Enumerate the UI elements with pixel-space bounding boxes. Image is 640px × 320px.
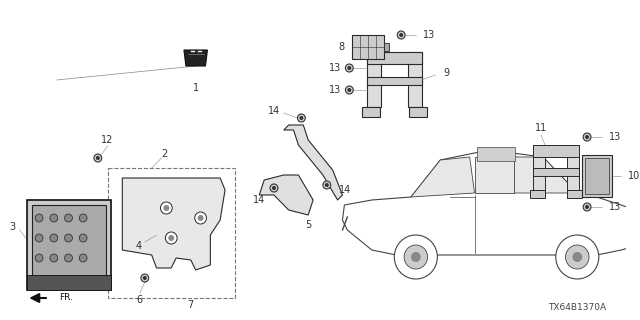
Text: 2: 2 [161,149,168,159]
Bar [28,200,111,290]
Circle shape [168,235,174,241]
Text: 3: 3 [10,222,15,232]
Bar [409,107,427,117]
Text: 13: 13 [329,85,342,95]
Bar [533,168,579,176]
Ellipse shape [556,235,599,279]
Circle shape [163,205,169,211]
Text: 14: 14 [253,195,266,205]
Text: 1: 1 [193,83,199,93]
Circle shape [143,276,147,280]
Bar [28,275,111,290]
Polygon shape [184,50,207,66]
Text: 14: 14 [268,106,280,116]
Text: 9: 9 [444,68,449,78]
Circle shape [272,186,276,190]
Text: 8: 8 [339,42,344,52]
Circle shape [50,254,58,262]
Text: 13: 13 [609,202,621,212]
Circle shape [96,156,100,160]
Circle shape [195,212,207,224]
Circle shape [65,254,72,262]
Circle shape [583,133,591,141]
Circle shape [323,181,331,189]
Text: 11: 11 [535,123,547,133]
Circle shape [572,252,582,262]
Circle shape [397,31,405,39]
Text: 7: 7 [188,300,194,310]
Bar [367,52,381,107]
Circle shape [270,184,278,192]
Circle shape [79,234,87,242]
Circle shape [161,202,172,214]
Polygon shape [259,175,313,215]
Bar [477,147,515,161]
Circle shape [300,116,303,120]
Text: FR.: FR. [59,293,72,302]
Bar [582,155,612,197]
Bar [367,52,422,64]
Circle shape [79,214,87,222]
Bar [408,52,422,107]
Circle shape [566,245,589,269]
Circle shape [35,254,43,262]
Bar [568,190,582,198]
Text: 5: 5 [305,220,311,230]
Text: 10: 10 [628,171,640,181]
Circle shape [348,88,351,92]
Text: 12: 12 [102,135,114,145]
Text: 13: 13 [329,63,342,73]
Bar [367,77,422,85]
Circle shape [346,64,353,72]
Circle shape [325,183,329,187]
Circle shape [585,205,589,209]
Circle shape [198,215,204,221]
Circle shape [35,234,43,242]
Polygon shape [411,157,474,197]
Circle shape [165,232,177,244]
Text: 13: 13 [422,30,435,40]
Bar [533,145,579,157]
Text: TX64B1370A: TX64B1370A [548,303,607,312]
Circle shape [65,214,72,222]
Bar [32,205,106,285]
Bar [108,168,235,298]
Circle shape [50,234,58,242]
Bar [362,107,380,117]
Circle shape [79,254,87,262]
Text: 14: 14 [339,185,351,195]
Circle shape [348,66,351,70]
Bar [383,43,389,51]
Bar [352,35,383,59]
Text: 13: 13 [609,132,621,142]
Ellipse shape [394,235,437,279]
Bar [533,145,545,190]
Bar [568,145,579,190]
Circle shape [50,214,58,222]
Circle shape [585,135,589,139]
Circle shape [411,252,420,262]
Circle shape [404,245,428,269]
Circle shape [94,154,102,162]
Text: 6: 6 [137,295,143,305]
Circle shape [399,33,403,37]
Circle shape [65,234,72,242]
Polygon shape [284,125,342,200]
Polygon shape [342,150,640,255]
Polygon shape [474,157,514,193]
Circle shape [35,214,43,222]
Circle shape [583,203,591,211]
Bar [531,190,545,198]
Text: 4: 4 [136,241,142,251]
Circle shape [298,114,305,122]
Polygon shape [122,178,225,270]
Circle shape [141,274,148,282]
Polygon shape [514,157,577,193]
Circle shape [346,86,353,94]
Bar [585,158,609,194]
